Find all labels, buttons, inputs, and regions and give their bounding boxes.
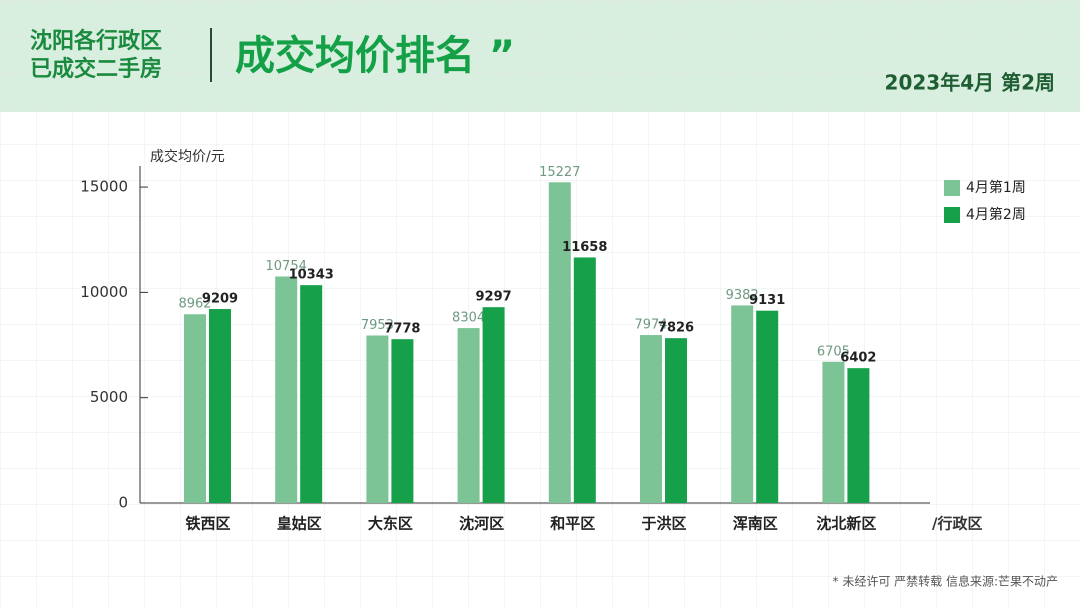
- value-label: 7778: [384, 322, 420, 337]
- bar: [847, 368, 870, 503]
- bar: [300, 285, 323, 503]
- x-tick-label: 沈河区: [459, 515, 504, 533]
- x-tick-label: 和平区: [550, 515, 595, 533]
- bar: [366, 335, 389, 503]
- value-label: 6705: [817, 344, 850, 359]
- bar: [209, 309, 231, 503]
- bar: [822, 361, 845, 503]
- value-label: 9297: [476, 290, 512, 305]
- value-label: 10343: [289, 268, 334, 283]
- y-axis-label: 成交均价/元: [150, 148, 225, 165]
- x-tick-label: 皇姑区: [277, 515, 322, 533]
- value-label: 15227: [539, 165, 580, 180]
- title-line: 沈阳各行政区: [30, 28, 162, 54]
- chart-subtitle: 2023年4月 第2周: [885, 71, 1055, 95]
- bar: [731, 305, 754, 503]
- x-axis-label: /行政区: [932, 515, 982, 533]
- chart-title: 成交均价排名 ”: [235, 33, 515, 79]
- bar: [184, 314, 206, 503]
- y-tick-label: 5000: [90, 388, 128, 406]
- value-label: 7826: [658, 321, 694, 336]
- value-label: 10754: [266, 259, 307, 274]
- value-label: 9131: [749, 293, 785, 308]
- legend-swatch: [944, 180, 960, 196]
- bar: [665, 338, 687, 503]
- value-label: 11658: [562, 240, 607, 255]
- x-tick-label: 浑南区: [733, 515, 778, 533]
- x-tick-label: 沈北新区: [816, 515, 876, 533]
- legend-label: 4月第2周: [966, 206, 1026, 223]
- legend-swatch: [944, 207, 960, 223]
- bar: [482, 307, 505, 503]
- bar: [457, 328, 480, 503]
- bar: [391, 339, 414, 503]
- x-tick-label: 铁西区: [185, 515, 230, 533]
- y-tick-label: 10000: [80, 283, 128, 301]
- value-label: 7974: [634, 318, 667, 333]
- bar: [548, 182, 571, 503]
- bar: [573, 257, 596, 503]
- x-tick-label: 于洪区: [641, 515, 686, 533]
- value-label: 8304: [452, 311, 485, 326]
- bar: [756, 310, 779, 503]
- value-label: 8962: [178, 297, 211, 312]
- value-label: 7953: [361, 318, 394, 333]
- title-line: 已成交二手房: [30, 56, 162, 82]
- footnote: * 未经许可 严禁转载 信息来源:芒果不动产: [833, 574, 1059, 589]
- value-label: 9382: [726, 288, 759, 303]
- bar: [275, 276, 298, 503]
- y-tick-label: 0: [118, 494, 128, 512]
- x-tick-label: 大东区: [368, 515, 413, 533]
- value-label: 6402: [840, 351, 876, 366]
- value-label: 9209: [202, 292, 238, 307]
- y-tick-label: 15000: [80, 178, 128, 196]
- bar: [640, 335, 662, 503]
- legend-label: 4月第1周: [966, 179, 1026, 196]
